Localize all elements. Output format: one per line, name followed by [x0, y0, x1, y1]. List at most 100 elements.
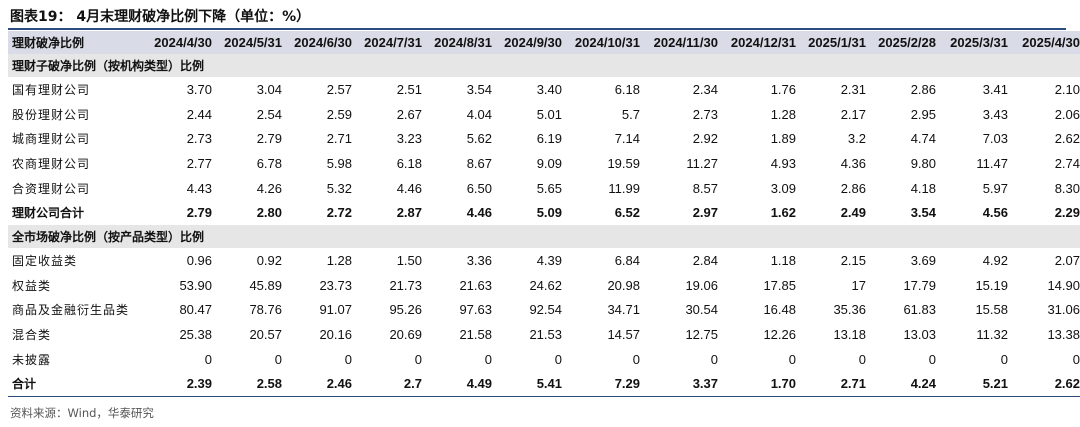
table-cell: 31.06: [1047, 302, 1080, 318]
table-cell: 1.89: [770, 131, 796, 147]
table-cell: 53.90: [179, 277, 212, 293]
table-row: 商品及金融衍生品类 80.47 78.76 91.07 95.26 97.63 92.54 3…: [8, 298, 1080, 323]
table-cell: 2.44: [186, 106, 212, 122]
table-cell: 2.67: [396, 106, 422, 122]
table-cell: 0: [484, 351, 492, 367]
table-cell: 4.93: [770, 155, 796, 171]
header-date: 2024/12/31: [724, 31, 802, 54]
header-label: 理财破净比例: [8, 31, 148, 54]
table-cell: 6.18: [614, 81, 640, 97]
table-cell: 0.92: [256, 252, 282, 268]
table-cell: 2.49: [840, 205, 866, 221]
table-cell: 3.54: [910, 205, 936, 221]
table-cell: 6.19: [536, 131, 562, 147]
table-cell: 3.40: [536, 81, 562, 97]
table-cell: 4.36: [840, 155, 866, 171]
table-cell: 2.92: [692, 131, 718, 147]
table-cell: 4.04: [466, 106, 492, 122]
table-cell: 2.57: [326, 81, 352, 97]
row-label: 农商理财公司: [12, 156, 91, 171]
table-cell: 5.41: [498, 371, 568, 398]
row-label: 理财公司合计: [12, 206, 85, 221]
header-date: 2024/10/31: [568, 31, 646, 54]
row-label: 商品及金融衍生品类: [12, 303, 130, 318]
table-cell: 2.86: [910, 81, 936, 97]
table-cell: 2.80: [256, 205, 282, 221]
table-cell: 5.21: [942, 371, 1014, 398]
table-row: 国有理财公司 3.70 3.04 2.57 2.51 3.54 3.40 6.18 2.34 1.…: [8, 77, 1080, 102]
table-cell: 0: [344, 351, 352, 367]
table-row: 城商理财公司 2.73 2.79 2.71 3.23 5.62 6.19 7.14 2.92 1.…: [8, 126, 1080, 151]
title-divider: [8, 28, 1066, 30]
table-cell: 13.18: [833, 327, 866, 343]
table-cell: 5.98: [326, 155, 352, 171]
table-cell: 78.76: [249, 302, 282, 318]
table-cell: 2.62: [1014, 371, 1080, 398]
row-label: 未披露: [12, 352, 52, 367]
table-cell: 3.04: [256, 81, 282, 97]
table-cell: 6.84: [614, 252, 640, 268]
table-cell: 2.72: [326, 205, 352, 221]
table-cell: 2.10: [1054, 81, 1080, 97]
table-cell: 4.49: [428, 371, 498, 398]
table-cell: 45.89: [249, 277, 282, 293]
table-cell: 13.38: [1047, 327, 1080, 343]
table-cell: 4.24: [872, 371, 942, 398]
table-cell: 8.57: [692, 180, 718, 196]
table-cell: 9.80: [910, 155, 936, 171]
table-cell: 4.46: [396, 180, 422, 196]
table-cell: 2.29: [1054, 205, 1080, 221]
table-cell: 0: [928, 351, 936, 367]
header-date: 2025/3/31: [942, 31, 1014, 54]
table-cell: 61.83: [903, 302, 936, 318]
table-cell: 1.28: [326, 252, 352, 268]
row-label: 合资理财公司: [12, 181, 91, 196]
header-date: 2024/8/31: [428, 31, 498, 54]
table-cell: 2.31: [840, 81, 866, 97]
section-header-row: 理财子破净比例（按机构类型）比例: [8, 54, 1080, 77]
table-cell: 2.87: [396, 205, 422, 221]
table-cell: 4.26: [256, 180, 282, 196]
table-cell: 2.54: [256, 106, 282, 122]
row-label: 混合类: [12, 328, 52, 343]
table-cell: 4.74: [910, 131, 936, 147]
table-cell: 21.53: [529, 327, 562, 343]
table-cell: 2.17: [840, 106, 866, 122]
table-cell: 3.43: [982, 106, 1008, 122]
table-cell: 0: [204, 351, 212, 367]
table-cell: 21.63: [459, 277, 492, 293]
table-cell: 3.09: [770, 180, 796, 196]
table-cell: 5.7: [621, 106, 640, 122]
table-cell: 2.74: [1054, 155, 1080, 171]
table-cell: 7.29: [568, 371, 646, 398]
row-label: 国有理财公司: [12, 82, 91, 97]
table-cell: 2.07: [1054, 252, 1080, 268]
table-cell: 6.52: [614, 205, 640, 221]
table-cell: 17.79: [903, 277, 936, 293]
table-cell: 3.70: [186, 81, 212, 97]
row-label: 固定收益类: [12, 253, 78, 268]
table-cell: 5.32: [326, 180, 352, 196]
header-date: 2025/4/30: [1014, 31, 1080, 54]
table-cell: 2.71: [326, 131, 352, 147]
table-cell: 5.97: [982, 180, 1008, 196]
row-label: 权益类: [12, 278, 52, 293]
table-cell: 3.54: [466, 81, 492, 97]
table-cell: 2.73: [186, 131, 212, 147]
table-cell: 1.28: [770, 106, 796, 122]
section-header-row: 全市场破净比例（按产品类型）比例: [8, 225, 1080, 249]
table-cell: 1.70: [724, 371, 802, 398]
source-note: 资料来源：Wind，华泰研究: [10, 406, 154, 420]
table-cell: 2.58: [218, 371, 288, 398]
table-cell: 35.36: [833, 302, 866, 318]
table-cell: 0: [632, 351, 640, 367]
table-cell: 0: [858, 351, 866, 367]
data-table: 理财破净比例 2024/4/30 2024/5/31 2024/6/30 202…: [8, 31, 1080, 398]
table-cell: 92.54: [529, 302, 562, 318]
table-cell: 0: [1000, 351, 1008, 367]
header-date: 2024/9/30: [498, 31, 568, 54]
table-cell: 7.14: [614, 131, 640, 147]
table-cell: 6.78: [256, 155, 282, 171]
table-cell: 3.69: [910, 252, 936, 268]
header-row: 理财破净比例 2024/4/30 2024/5/31 2024/6/30 202…: [8, 31, 1080, 54]
